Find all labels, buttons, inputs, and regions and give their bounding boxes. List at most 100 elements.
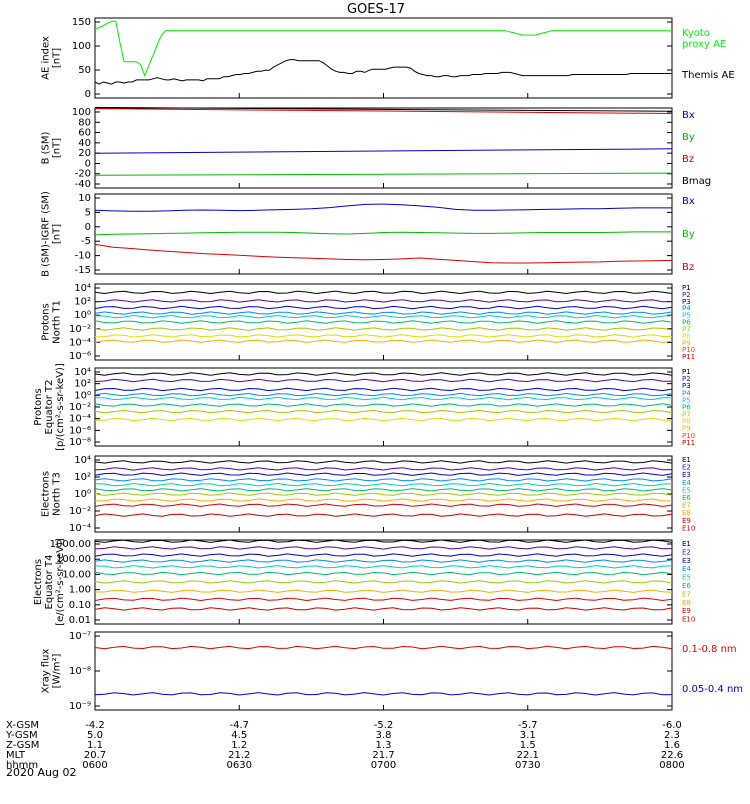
legend-entry: P5 — [682, 396, 691, 404]
series-line — [94, 305, 673, 310]
legend-entry: E9 — [682, 517, 691, 525]
series-line — [94, 597, 673, 602]
x-tick-label: 2.3 — [664, 730, 680, 741]
y-tick-label: 150 — [72, 17, 91, 28]
y-tick-label: 10⁻² — [69, 402, 91, 413]
legend-entry: E5 — [682, 574, 691, 582]
legend-entry: E3 — [682, 471, 691, 479]
series-line — [95, 417, 673, 422]
x-tick-label: 3.8 — [376, 730, 392, 741]
x-tick-label: 21.7 — [372, 750, 394, 761]
x-tick-label: -6.0 — [662, 720, 682, 731]
y-axis-label: [nT] — [52, 224, 63, 244]
legend-entry: P2 — [682, 291, 691, 299]
legend-entry: E8 — [682, 509, 691, 517]
y-axis-label: North T3 — [52, 472, 63, 516]
y-axis-label: Electrons — [41, 471, 52, 517]
legend-entry: 0.05-0.4 nm — [682, 684, 743, 695]
y-axis-label: [p/(cm²-s-sr-keV)] — [55, 363, 66, 451]
y-tick-label: 50 — [78, 65, 91, 76]
panel-frame — [94, 107, 673, 189]
series-line — [94, 148, 673, 154]
series-line — [94, 231, 672, 236]
series-line — [94, 243, 673, 264]
x-tick-label: 0600 — [82, 760, 107, 771]
y-axis-label: North T1 — [52, 300, 63, 344]
x-tick-label: -4.7 — [229, 720, 249, 731]
series-line — [94, 299, 673, 303]
chart-panel-8: 10⁻⁷ 10⁻⁸ 10⁻⁹ Xray flux [W/m²] 0.1-0.8 nm 0.0… — [41, 631, 744, 712]
y-axis-label: AE index — [41, 36, 52, 80]
x-axis-row-label: hhmm — [6, 760, 38, 771]
x-tick-label: 0800 — [659, 760, 684, 771]
series-line — [94, 290, 673, 295]
legend-entry: E6 — [682, 582, 691, 590]
series-line — [94, 571, 673, 576]
legend-entry: E1 — [682, 456, 691, 464]
legend-entry: E6 — [682, 494, 691, 502]
legend-entry: P6 — [682, 403, 691, 411]
legend-entry: P2 — [682, 375, 691, 383]
series-line — [94, 106, 673, 112]
y-tick-label: 10⁻⁹ — [69, 701, 91, 712]
x-tick-label: 20.7 — [84, 750, 106, 761]
y-tick-label: -15 — [75, 265, 91, 276]
chart-panel-6: 10⁴ 10² 10⁰ 10⁻² 10⁻⁴ Electrons North T3 E1E2E3… — [41, 455, 696, 534]
series-line — [94, 565, 673, 569]
series-line — [94, 607, 673, 611]
series-line — [94, 492, 673, 496]
series-line — [94, 320, 673, 324]
y-tick-label: 10⁰ — [74, 489, 91, 500]
legend-entry: E7 — [682, 502, 691, 510]
series-line — [94, 692, 673, 696]
legend-entry: E3 — [682, 557, 691, 565]
legend-entry: Bmag — [682, 176, 711, 187]
y-tick-label: 10⁴ — [74, 455, 91, 466]
y-tick-label: 5 — [85, 207, 91, 218]
series-line — [94, 327, 673, 331]
series-line — [94, 20, 672, 77]
legend-entry: P11 — [682, 353, 695, 361]
x-tick-label: 22.1 — [517, 750, 539, 761]
y-tick-label: -20 — [75, 169, 91, 180]
y-tick-label: -10 — [75, 251, 91, 262]
series-line — [94, 539, 673, 543]
series-line — [94, 580, 673, 584]
series-line — [94, 478, 673, 482]
chart-panel-3: 10 5 0 -5 -10 -15 B (SM)-IGRF (SM) [nT] Bx By Bz — [41, 191, 695, 277]
x-tick-label: 21.2 — [228, 750, 250, 761]
legend-entry: E4 — [682, 479, 691, 487]
y-tick-label: 10⁻² — [69, 324, 91, 335]
series-line — [94, 546, 673, 550]
y-tick-label: 100.00 — [56, 554, 91, 565]
y-tick-label: 0 — [85, 89, 91, 100]
y-tick-label: 10⁴ — [74, 367, 91, 378]
panel-frame — [94, 455, 673, 533]
y-tick-label: 0.01 — [69, 615, 91, 626]
legend-entry: By — [682, 229, 695, 240]
legend-entry: E7 — [682, 590, 691, 598]
y-tick-label: 10⁻⁴ — [69, 337, 91, 348]
x-tick-label: 0700 — [371, 760, 396, 771]
y-axis-label: Protons — [33, 388, 44, 425]
y-tick-label: 10⁻⁸ — [69, 437, 91, 448]
legend-entry: Bz — [682, 262, 694, 273]
series-line — [94, 396, 673, 401]
chart-panel-4: 10⁴ 10² 10⁰ 10⁻² 10⁻⁴ 10⁻⁶ Protons North T1 P1P2… — [41, 283, 696, 362]
y-tick-label: 1.00 — [69, 585, 91, 596]
y-tick-label: 10⁰ — [74, 390, 91, 401]
legend-entry: 0.1-0.8 nm — [682, 644, 737, 655]
y-tick-label: 10⁻⁴ — [69, 523, 91, 534]
y-tick-label: -40 — [75, 179, 91, 190]
legend-entry: P1 — [682, 284, 691, 292]
series-line — [94, 482, 673, 487]
y-tick-label: 100 — [72, 107, 91, 118]
legend-entry: E1 — [682, 540, 691, 548]
y-tick-label: 10² — [74, 297, 91, 308]
series-line — [94, 472, 673, 476]
legend-entry: E9 — [682, 607, 691, 615]
series-line — [94, 645, 673, 650]
series-line — [94, 108, 673, 114]
